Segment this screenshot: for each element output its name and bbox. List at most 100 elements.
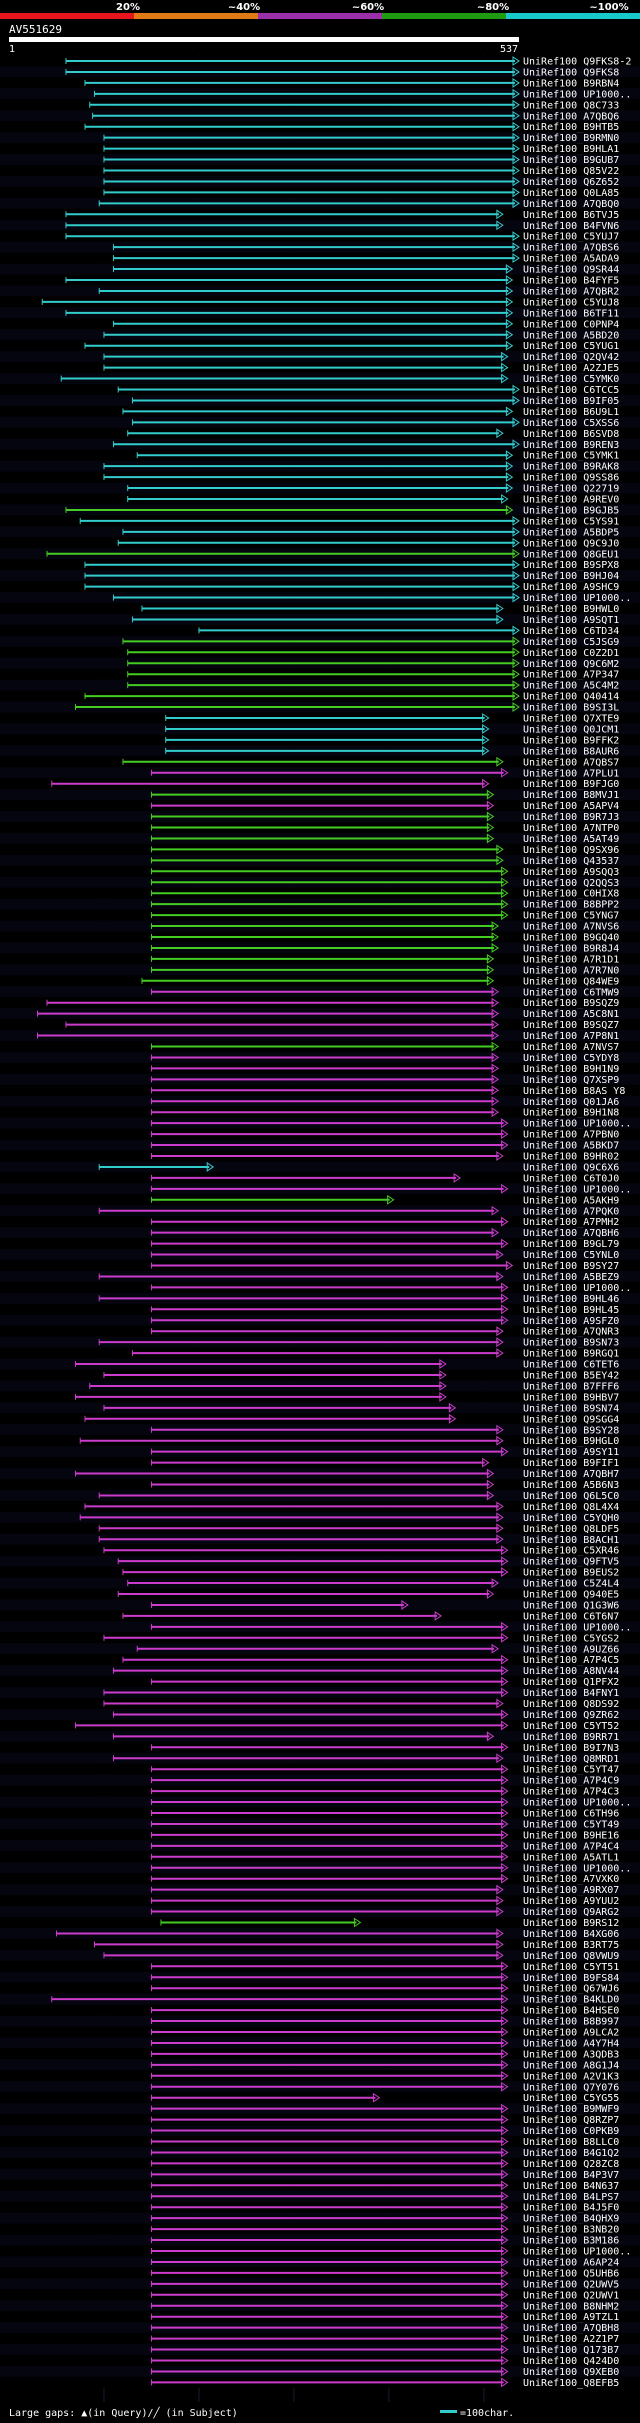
hit-row[interactable]: UniRef100_Q2QQS3: [0, 876, 640, 889]
hit-label[interactable]: UniRef100_B9FIF1: [523, 1458, 619, 1469]
hit-label[interactable]: UniRef100_Q9FKS8-2: [523, 57, 631, 68]
hit-row[interactable]: UniRef100_UP1000..: [0, 1183, 640, 1195]
hit-label[interactable]: UniRef100_A7NTP0: [523, 823, 619, 834]
hit-label[interactable]: UniRef100_Q40414: [523, 692, 619, 703]
hit-row[interactable]: UniRef100_B6U9L1: [0, 405, 640, 418]
hit-row[interactable]: UniRef100_A7P4C4: [0, 1840, 640, 1852]
hit-row[interactable]: UniRef100_B6SVD8: [0, 427, 640, 440]
hit-label[interactable]: UniRef100_B9FS84: [523, 1973, 619, 1984]
hit-row[interactable]: UniRef100_UP1000..: [0, 1117, 640, 1130]
hit-row[interactable]: UniRef100_B9FS84: [0, 1971, 640, 1984]
hit-label[interactable]: UniRef100_C5YMK0: [523, 374, 619, 385]
hit-label[interactable]: UniRef100_A5BD20: [523, 330, 619, 341]
hit-row[interactable]: UniRef100_Q9C6X6: [0, 1161, 640, 1173]
hit-label[interactable]: UniRef100_B9IF05: [523, 396, 619, 407]
hit-row[interactable]: UniRef100_Q7XSP9: [0, 1073, 640, 1086]
hit-row[interactable]: UniRef100_A7QBH6: [0, 1227, 640, 1239]
hit-row[interactable]: UniRef100_C5YT51: [0, 1960, 640, 1973]
hit-label[interactable]: UniRef100_UP1000..: [523, 1184, 631, 1195]
hit-label[interactable]: UniRef100_B8AUR6: [523, 746, 619, 757]
hit-label[interactable]: UniRef100_B9SN74: [523, 1403, 619, 1414]
hit-label[interactable]: UniRef100_A9SY11: [523, 1447, 619, 1458]
hit-row[interactable]: UniRef100_B9MWF9: [0, 2103, 640, 2115]
hit-label[interactable]: UniRef100_A9YUU2: [523, 1896, 619, 1907]
hit-label[interactable]: UniRef100_A2ZJE5: [523, 363, 619, 374]
hit-label[interactable]: UniRef100_Q9ARG2: [523, 1907, 619, 1918]
hit-row[interactable]: UniRef100_C5YT47: [0, 1763, 640, 1776]
hit-row[interactable]: UniRef100_Q9SR44: [0, 263, 640, 276]
hit-label[interactable]: UniRef100_A5ATL1: [523, 1852, 619, 1863]
hit-label[interactable]: UniRef100_C6T0J0: [523, 1173, 619, 1184]
hit-row[interactable]: UniRef100_C5YS91: [0, 515, 640, 527]
hit-label[interactable]: UniRef100_C5YUJ8: [523, 297, 619, 308]
hit-label[interactable]: UniRef100_C6TD34: [523, 626, 619, 637]
hit-row[interactable]: UniRef100_A8G1J4: [0, 2059, 640, 2071]
hit-label[interactable]: UniRef100_A7R1D1: [523, 954, 619, 965]
hit-row[interactable]: UniRef100_C5YNL0: [0, 1249, 640, 1261]
hit-row[interactable]: UniRef100_C0PNP4: [0, 318, 640, 330]
hit-row[interactable]: UniRef100_Q2QV42: [0, 351, 640, 363]
hit-row[interactable]: UniRef100_C0Z2D1: [0, 646, 640, 659]
hit-label[interactable]: UniRef100_UP1000..: [523, 2247, 631, 2258]
hit-label[interactable]: UniRef100_C5YNG7: [523, 911, 619, 922]
hit-label[interactable]: UniRef100_A7QBH6: [523, 1228, 619, 1239]
hit-row[interactable]: UniRef100_Q8LDF5: [0, 1522, 640, 1535]
hit-row[interactable]: UniRef100_B9GUB7: [0, 154, 640, 166]
hit-row[interactable]: UniRef100_C6T6N7: [0, 1610, 640, 1622]
hit-label[interactable]: UniRef100_B9SQZ9: [523, 998, 619, 1009]
hit-row[interactable]: UniRef100_B9RS12: [0, 1917, 640, 1929]
hit-row[interactable]: UniRef100_A5BKD7: [0, 1139, 640, 1152]
hit-label[interactable]: UniRef100_A7PQK0: [523, 1206, 619, 1217]
hit-row[interactable]: UniRef100_A4Y7H4: [0, 2037, 640, 2049]
hit-row[interactable]: UniRef100_C5JSG9: [0, 635, 640, 648]
hit-label[interactable]: UniRef100_B8BPP2: [523, 900, 619, 911]
hit-row[interactable]: UniRef100_Q9C6M2: [0, 657, 640, 670]
hit-label[interactable]: UniRef100_Q2QQS3: [523, 878, 619, 889]
hit-row[interactable]: UniRef100_A7R1D1: [0, 953, 640, 965]
hit-label[interactable]: UniRef100_Q5UHB6: [523, 2268, 619, 2279]
hit-label[interactable]: UniRef100_A5B6N3: [523, 1480, 619, 1491]
hit-row[interactable]: UniRef100_B8B997: [0, 2015, 640, 2028]
hit-label[interactable]: UniRef100_C0PNP4: [523, 319, 619, 330]
hit-row[interactable]: UniRef100_A5C8N1: [0, 1008, 640, 1020]
hit-row[interactable]: UniRef100_B9HR02: [0, 1150, 640, 1163]
hit-label[interactable]: UniRef100_Q9FTV5: [523, 1557, 619, 1568]
hit-row[interactable]: UniRef100_A5BEZ9: [0, 1270, 640, 1283]
hit-row[interactable]: UniRef100_Q8C733: [0, 99, 640, 111]
hit-row[interactable]: UniRef100_UP1000..: [0, 1621, 640, 1633]
hit-row[interactable]: UniRef100_B4N637: [0, 2179, 640, 2192]
hit-label[interactable]: UniRef100_A9SQT1: [523, 615, 619, 626]
hit-row[interactable]: UniRef100_A6AP24: [0, 2256, 640, 2268]
hit-label[interactable]: UniRef100_Q0LA85: [523, 188, 619, 199]
hit-row[interactable]: UniRef100_Q9C9J0: [0, 537, 640, 549]
hit-label[interactable]: UniRef100_A5BDP5: [523, 527, 619, 538]
hit-row[interactable]: UniRef100_Q2UWV1: [0, 2289, 640, 2301]
hit-row[interactable]: UniRef100_Q1PFX2: [0, 1676, 640, 1688]
hit-label[interactable]: UniRef100_A2Z1P7: [523, 2334, 619, 2345]
hit-label[interactable]: UniRef100_UP1000..: [523, 1863, 631, 1874]
hit-row[interactable]: UniRef100_B9SY27: [0, 1260, 640, 1272]
hit-label[interactable]: UniRef100_Q9C6X6: [523, 1162, 619, 1173]
hit-row[interactable]: UniRef100_C5YGS2: [0, 1632, 640, 1644]
hit-row[interactable]: UniRef100_B8LLC0: [0, 2136, 640, 2148]
hit-row[interactable]: UniRef100_A7QBQ0: [0, 197, 640, 210]
hit-label[interactable]: UniRef100_Q8EFB5: [523, 2378, 619, 2389]
hit-label[interactable]: UniRef100_Q9SR44: [523, 265, 619, 276]
hit-label[interactable]: UniRef100_A5C4M2: [523, 681, 619, 692]
hit-row[interactable]: UniRef100_B9GJB5: [0, 504, 640, 516]
hit-label[interactable]: UniRef100_C5YQH0: [523, 1513, 619, 1524]
hit-label[interactable]: UniRef100_B9H1N9: [523, 1064, 619, 1075]
hit-label[interactable]: UniRef100_Q7XTE9: [523, 714, 619, 725]
hit-row[interactable]: UniRef100_Q9SS86: [0, 471, 640, 484]
hit-label[interactable]: UniRef100_B9HR02: [523, 1152, 619, 1163]
hit-label[interactable]: UniRef100_C5YT47: [523, 1765, 619, 1776]
hit-label[interactable]: UniRef100_B4J5F0: [523, 2203, 619, 2214]
hit-label[interactable]: UniRef100_B9SN73: [523, 1338, 619, 1349]
hit-label[interactable]: UniRef100_UP1000..: [523, 1622, 631, 1633]
hit-label[interactable]: UniRef100_A5C8N1: [523, 1009, 619, 1020]
hit-label[interactable]: UniRef100_B9HWL0: [523, 604, 619, 615]
hit-label[interactable]: UniRef100_A7QBH8: [523, 2323, 619, 2334]
hit-row[interactable]: UniRef100_Q8RZP7: [0, 2114, 640, 2126]
hit-label[interactable]: UniRef100_Q8VWU9: [523, 1951, 619, 1962]
hit-row[interactable]: UniRef100_A2Z1P7: [0, 2333, 640, 2345]
